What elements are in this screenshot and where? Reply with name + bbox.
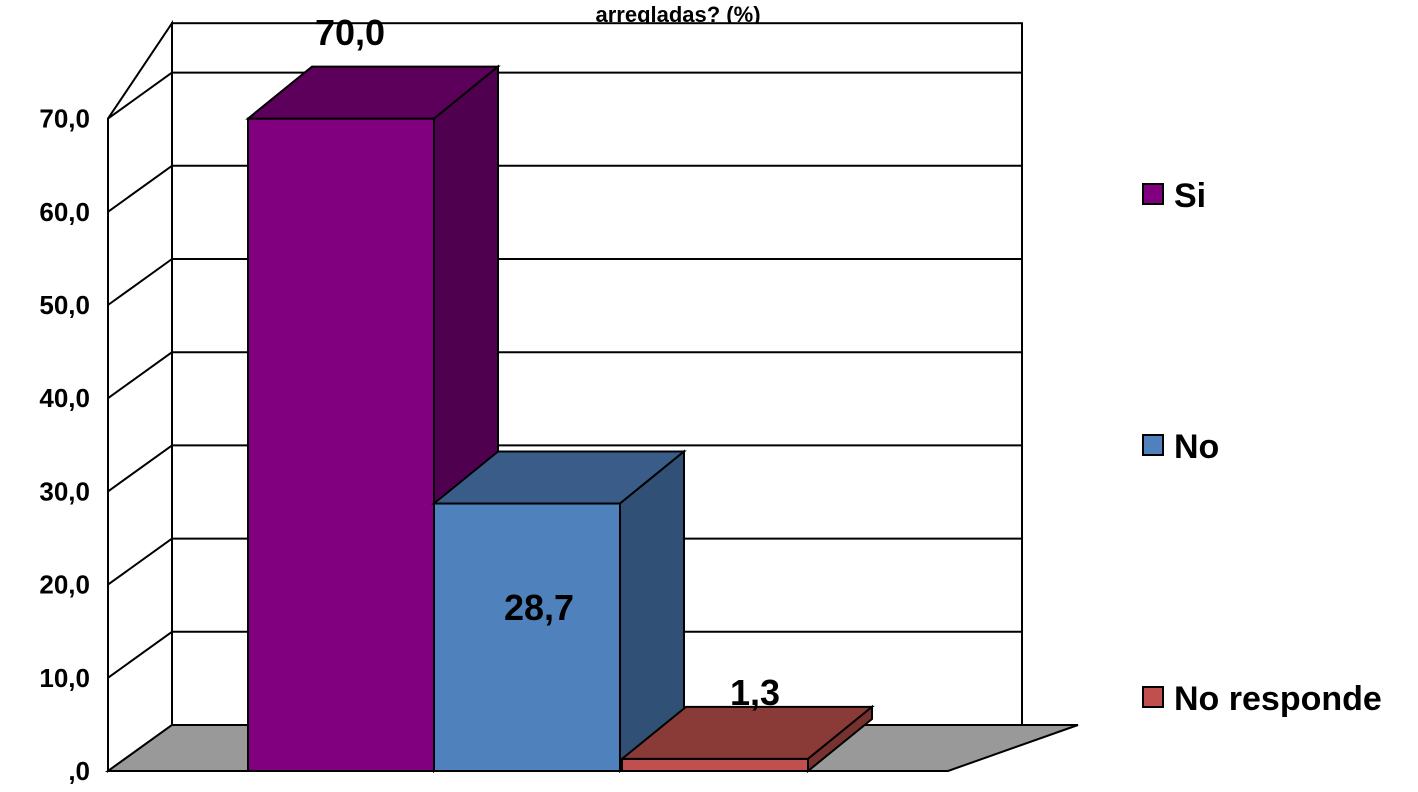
- gridline-side: [107, 71, 173, 120]
- gridline-side: [107, 630, 173, 679]
- y-tick-label: 40,0: [39, 383, 90, 413]
- legend-label: Si: [1174, 177, 1206, 215]
- bars: [245, 64, 875, 774]
- y-tick-label: ,0: [68, 756, 90, 786]
- legend-swatch: [1142, 686, 1164, 708]
- legend-swatch: [1142, 434, 1164, 456]
- bar-front: [621, 757, 809, 772]
- bar-front: [247, 117, 435, 773]
- y-tick-label: 30,0: [39, 476, 90, 506]
- y-tick-label: 50,0: [39, 290, 90, 320]
- legend-entry: No responde: [1142, 680, 1382, 718]
- bar-2: [431, 449, 687, 774]
- bar-front: [433, 502, 621, 772]
- legend-swatch: [1142, 183, 1164, 205]
- y-tick-label: 70,0: [39, 104, 90, 134]
- y-tick-label: 10,0: [39, 663, 90, 693]
- y-tick-label: 20,0: [39, 570, 90, 600]
- gridline-side: [107, 351, 173, 400]
- gridline-side: [107, 164, 173, 213]
- legend-label: No responde: [1174, 680, 1382, 718]
- data-label: 28,7: [504, 587, 574, 628]
- legend-entry: No: [1142, 428, 1219, 466]
- bar-side: [807, 704, 873, 774]
- y-tick-label: 60,0: [39, 197, 90, 227]
- bar-3: [619, 704, 875, 774]
- legend-entry: Si: [1142, 177, 1206, 215]
- gridline-side: [107, 258, 173, 306]
- legend-label: No: [1174, 428, 1219, 466]
- legend: Si No No responde: [1142, 177, 1382, 718]
- data-label: 70,0: [315, 12, 385, 53]
- data-labels: 70,0 28,7 1,3: [315, 12, 780, 713]
- y-axis-ticks: ,0 10,0 20,0 30,0 40,0 50,0 60,0 70,0: [39, 104, 90, 786]
- gridline-side: [107, 537, 173, 586]
- side-wall: [107, 19, 173, 773]
- gridline-side: [107, 444, 173, 493]
- data-label: 1,3: [730, 672, 780, 713]
